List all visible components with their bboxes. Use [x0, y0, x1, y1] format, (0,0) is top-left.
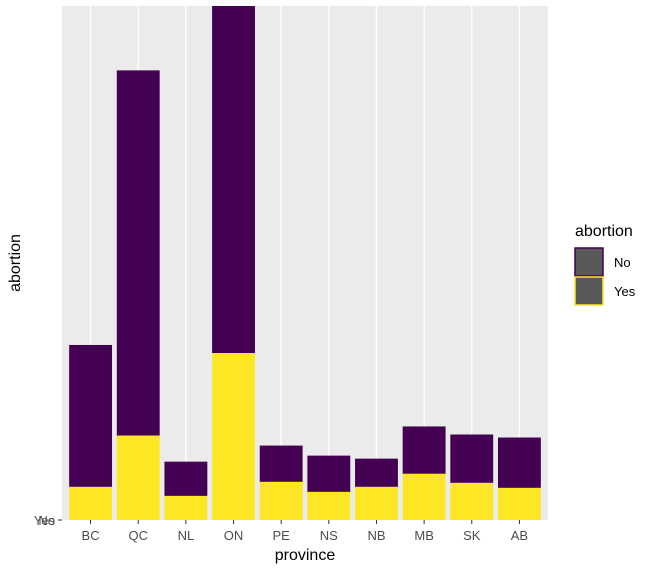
bar-sk-no [450, 434, 494, 483]
bar-qc-no [116, 70, 160, 436]
bar-bc-yes [69, 486, 113, 520]
legend-key-yes [574, 276, 604, 306]
bar-on-yes [212, 353, 255, 520]
legend-key-no [574, 247, 604, 277]
x-tick-label-qc: QC [128, 528, 148, 543]
x-tick-label-ns: NS [320, 528, 338, 543]
bar-sk-yes [450, 482, 494, 520]
x-axis-title: province [275, 547, 336, 564]
bar-mb-yes [402, 473, 446, 520]
bar-on-no [212, 6, 255, 354]
bar-qc-yes [116, 435, 160, 520]
x-tick-label-mb: MB [414, 528, 434, 543]
bar-mb-no [402, 426, 446, 474]
bar-nl-no [164, 461, 208, 496]
bar-ab-no [497, 437, 541, 488]
legend-title: abortion [575, 223, 633, 240]
y-axis-title: abortion [7, 234, 24, 292]
x-tick-label-nl: NL [178, 528, 195, 543]
bar-bc-no [69, 344, 113, 487]
x-tick-label-on: ON [224, 528, 244, 543]
bar-pe-yes [259, 481, 303, 520]
y-tick-label-no: No [38, 513, 55, 528]
legend-label-no: No [614, 255, 631, 270]
bar-nl-yes [164, 495, 208, 520]
bar-ns-yes [307, 491, 351, 520]
bar-ab-yes [497, 487, 541, 520]
x-tick-label-bc: BC [82, 528, 100, 543]
bar-nb-yes [355, 486, 398, 520]
y-tick-label-yes: Yes [34, 513, 56, 528]
x-tick-label-ab: AB [511, 528, 528, 543]
bar-nb-no [355, 458, 398, 487]
x-axis: BC QC NL ON PE NS NB MB SK AB [82, 520, 528, 543]
legend-label-yes: Yes [614, 284, 636, 299]
legend: abortion No Yes [574, 223, 636, 306]
x-tick-label-pe: PE [273, 528, 291, 543]
bar-pe-no [259, 445, 303, 482]
bars [69, 6, 541, 520]
bar-ns-no [307, 455, 351, 492]
x-tick-label-nb: NB [367, 528, 385, 543]
x-tick-label-sk: SK [463, 528, 481, 543]
